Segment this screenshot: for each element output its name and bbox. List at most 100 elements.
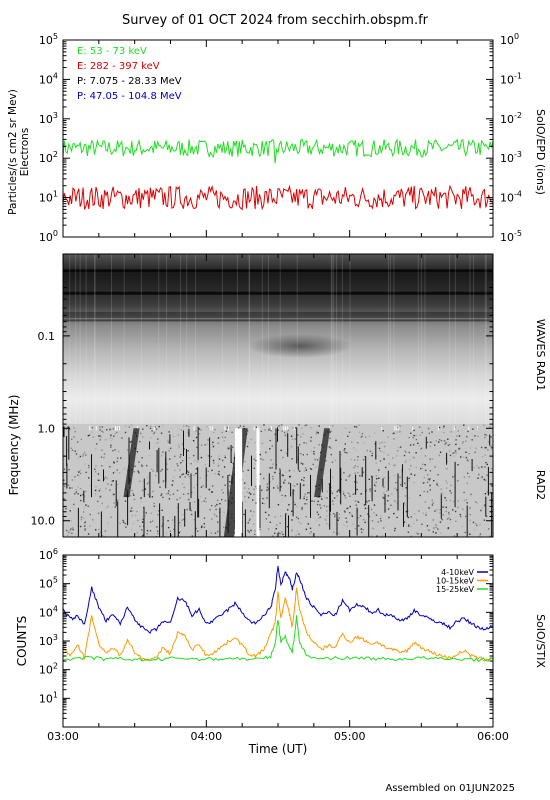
rad2-pixel bbox=[179, 476, 181, 478]
rad2-pixel bbox=[223, 526, 225, 528]
rad2-pixel bbox=[440, 440, 443, 442]
rad2-pixel bbox=[437, 528, 439, 530]
rad2-pixel bbox=[422, 512, 425, 514]
rad2-pixel bbox=[362, 471, 365, 473]
rad2-pixel bbox=[392, 457, 394, 459]
rad2-pixel bbox=[180, 429, 183, 431]
rad2-pixel bbox=[140, 500, 142, 503]
rad2-pixel bbox=[141, 535, 143, 537]
rad2-pixel bbox=[293, 470, 296, 472]
rad2-pixel bbox=[313, 500, 315, 503]
rad2-pixel bbox=[479, 533, 482, 535]
rad2-pixel bbox=[379, 517, 382, 520]
rad2-pixel bbox=[203, 523, 205, 525]
rad2-pixel bbox=[344, 495, 346, 497]
rad2-pixel bbox=[80, 516, 83, 519]
rad2-pixel bbox=[101, 430, 103, 433]
rad2-pixel bbox=[200, 456, 203, 459]
rad2-pixel bbox=[218, 470, 220, 473]
rad2-pixel bbox=[453, 535, 456, 537]
rad2-pixel bbox=[248, 531, 250, 533]
rad2-spike bbox=[437, 426, 439, 431]
rad2-pixel bbox=[79, 469, 81, 472]
rad2-pixel bbox=[303, 470, 306, 472]
rad2-spike bbox=[184, 509, 186, 527]
rad2-pixel bbox=[286, 526, 289, 528]
rad2-pixel bbox=[436, 482, 438, 484]
rad2-spike bbox=[453, 426, 455, 431]
epd-right-tick-label: 10-5 bbox=[500, 229, 522, 244]
rad2-spike bbox=[394, 426, 396, 431]
rad2-pixel bbox=[386, 500, 389, 502]
rad2-pixel bbox=[431, 431, 433, 433]
rad1-streak bbox=[75, 254, 77, 424]
rad2-pixel bbox=[227, 446, 229, 448]
rad2-pixel bbox=[232, 446, 234, 448]
rad2-pixel bbox=[136, 451, 139, 453]
rad2-pixel bbox=[397, 424, 399, 426]
rad2-pixel bbox=[170, 534, 173, 536]
rad2-spike bbox=[259, 485, 261, 529]
rad2-pixel bbox=[309, 532, 311, 535]
rad2-pixel bbox=[71, 438, 73, 440]
rad2-pixel bbox=[281, 474, 283, 476]
rad2-pixel bbox=[168, 450, 170, 452]
rad2-pixel bbox=[469, 507, 471, 509]
rad2-pixel bbox=[187, 431, 189, 433]
rad2-pixel bbox=[343, 472, 345, 474]
rad2-pixel bbox=[204, 500, 207, 503]
rad2-pixel bbox=[291, 458, 293, 460]
rad2-pixel bbox=[473, 466, 475, 469]
rad2-pixel bbox=[101, 502, 103, 505]
rad2-spike bbox=[285, 514, 287, 537]
rad2-pixel bbox=[250, 493, 252, 495]
rad2-pixel bbox=[77, 457, 80, 459]
rad2-pixel bbox=[425, 511, 427, 514]
rad2-spike bbox=[387, 470, 389, 491]
rad2-pixel bbox=[385, 466, 387, 469]
rad2-pixel bbox=[190, 513, 193, 516]
rad2-pixel bbox=[489, 426, 491, 428]
rad2-pixel bbox=[139, 440, 141, 443]
rad2-pixel bbox=[445, 467, 447, 469]
rad2-pixel bbox=[89, 484, 92, 487]
rad2-pixel bbox=[145, 512, 147, 514]
epd-legend-entry: P: 7.075 - 28.33 MeV bbox=[77, 76, 182, 87]
rad1-streak bbox=[111, 254, 113, 424]
frequency-tick-label: 0.1 bbox=[38, 330, 56, 343]
rad2-pixel bbox=[216, 503, 218, 506]
rad2-pixel bbox=[288, 469, 291, 472]
rad2-pixel bbox=[464, 531, 466, 534]
time-tick-label: 06:00 bbox=[477, 730, 509, 743]
rad2-pixel bbox=[182, 514, 184, 516]
rad2-pixel bbox=[150, 437, 152, 439]
rad2-pixel bbox=[457, 480, 459, 482]
rad2-pixel bbox=[477, 477, 479, 479]
rad2-pixel bbox=[180, 462, 182, 464]
rad2-pixel bbox=[282, 456, 284, 459]
rad2-pixel bbox=[368, 515, 371, 518]
rad2-spike bbox=[228, 426, 229, 431]
rad2-pixel bbox=[266, 486, 269, 488]
rad2-pixel bbox=[217, 530, 219, 533]
rad2-spike bbox=[287, 433, 289, 457]
rad2-pixel bbox=[466, 502, 468, 504]
rad2-pixel bbox=[181, 483, 184, 485]
rad2-pixel bbox=[480, 446, 483, 449]
epd-legend: E: 53 - 73 keV E: 282 - 397 keV P: 7.075 -… bbox=[77, 46, 182, 102]
rad2-pixel bbox=[203, 500, 205, 502]
rad2-pixel bbox=[303, 484, 305, 486]
rad2-pixel bbox=[130, 440, 133, 443]
rad2-pixel bbox=[169, 530, 171, 532]
rad2-pixel bbox=[179, 524, 182, 527]
rad2-spike bbox=[401, 468, 403, 488]
rad2-spike bbox=[368, 505, 370, 537]
rad2-pixel bbox=[99, 426, 101, 428]
rad2-pixel bbox=[269, 467, 271, 469]
rad2-pixel bbox=[124, 431, 127, 434]
rad2-pixel bbox=[405, 459, 407, 461]
rad2-pixel bbox=[71, 532, 73, 534]
rad2-pixel bbox=[98, 479, 101, 482]
rad2-pixel bbox=[450, 431, 452, 433]
rad2-pixel bbox=[444, 497, 446, 499]
